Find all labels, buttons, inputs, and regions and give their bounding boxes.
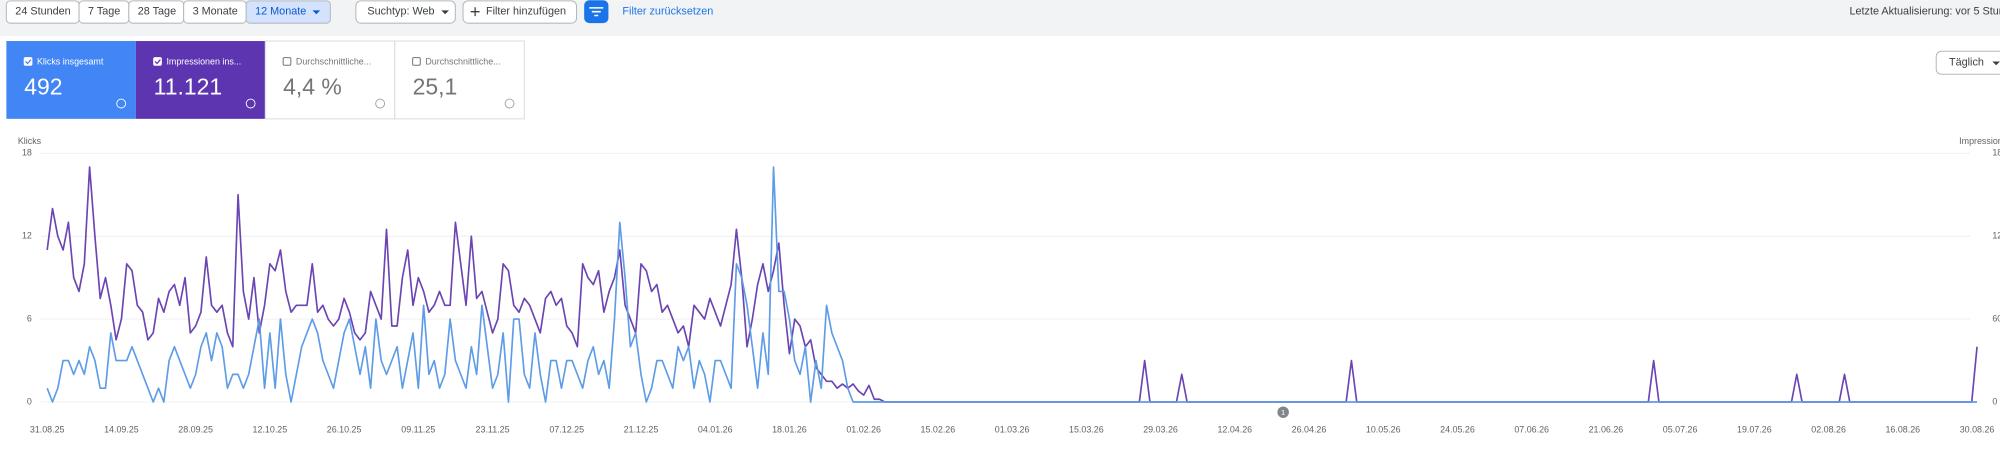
checkbox[interactable] [23, 57, 33, 66]
add-filter-button[interactable] [462, 0, 578, 24]
x-tick-label: 23.11.25 [476, 424, 510, 434]
x-tick-label: 05.07.26 [1663, 424, 1698, 434]
series-line [46, 166, 1978, 403]
y2-tick-label: 120 [1992, 231, 2000, 241]
filter-icon [589, 7, 604, 17]
x-tick-label: 01.03.26 [995, 424, 1030, 434]
x-tick-label: 26.04.26 [1292, 424, 1327, 434]
plus-icon [470, 7, 480, 17]
metric-value: 11.121 [154, 73, 222, 99]
metric-label: Impressionen ins... [166, 56, 241, 66]
annotation-marker[interactable] [1277, 406, 1289, 418]
x-tick-label: 19.07.26 [1737, 424, 1772, 434]
checkmark [25, 59, 32, 65]
y-tick-label: 0 [27, 396, 32, 406]
metric-card[interactable] [394, 40, 525, 120]
x-tick-label: 07.12.25 [549, 424, 584, 434]
x-tick-label: 18.01.26 [772, 424, 807, 434]
x-tick-label: 21.06.26 [1589, 424, 1624, 434]
add-filter-label[interactable]: Filter hinzufügen [486, 6, 566, 18]
checkmark [154, 59, 161, 65]
metric-label: Durchschnittliche... [296, 56, 371, 66]
metric-card[interactable] [6, 41, 136, 119]
y2-axis-title: Impressionen [1959, 136, 2000, 146]
series-line [46, 166, 1978, 403]
x-tick-label: 09.11.25 [401, 424, 435, 434]
y-tick-label: 18 [22, 148, 32, 158]
help-icon[interactable] [245, 98, 256, 109]
y-axis-title: Klicks [18, 136, 42, 146]
x-tick-label: 10.05.26 [1366, 424, 1401, 434]
range-label[interactable]: 24 Stunden [15, 6, 70, 18]
metric-value: 25,1 [413, 73, 458, 99]
toolbar-background [0, 0, 2000, 36]
checkbox[interactable] [412, 57, 421, 66]
dropdown-arrow [312, 10, 321, 15]
x-tick-label: 04.01.26 [698, 424, 733, 434]
x-tick-label: 28.09.25 [178, 424, 213, 434]
dropdown-arrow [441, 10, 449, 15]
range-label[interactable]: 7 Tage [88, 6, 120, 18]
x-tick-label: 14.09.25 [104, 424, 139, 434]
granularity-label[interactable]: Täglich [1949, 57, 1984, 69]
range-button[interactable] [245, 0, 331, 24]
search-type-button[interactable] [355, 0, 456, 24]
x-tick-label: 12.10.25 [253, 424, 288, 434]
help-icon[interactable] [375, 98, 386, 109]
checkbox[interactable] [282, 57, 292, 66]
x-tick-label: 02.08.26 [1811, 424, 1846, 434]
checkbox[interactable] [153, 57, 162, 66]
dropdown-arrow [1992, 61, 2000, 66]
help-icon[interactable] [504, 98, 515, 109]
x-tick-label: 16.08.26 [1885, 424, 1920, 434]
x-tick-label: 26.10.25 [327, 424, 362, 434]
granularity-button[interactable] [1935, 50, 2000, 75]
x-tick-label: 30.08.26 [1960, 424, 1995, 434]
search-type-label[interactable]: Suchtyp: Web [367, 6, 434, 18]
x-tick-label: 07.06.26 [1514, 424, 1549, 434]
annotation-label[interactable]: 1 [1281, 408, 1285, 417]
x-tick-label: 29.03.26 [1143, 424, 1178, 434]
metric-label: Klicks insgesamt [37, 56, 104, 66]
y2-tick-label: 0 [1992, 396, 1997, 406]
x-tick-label: 15.03.26 [1069, 424, 1104, 434]
metric-label: Durchschnittliche... [425, 56, 500, 66]
y-tick-label: 12 [22, 231, 32, 241]
x-tick-label: 01.02.26 [846, 424, 881, 434]
metric-value: 4,4 % [283, 73, 342, 99]
range-label[interactable]: 3 Monate [193, 6, 238, 18]
x-tick-label: 21.12.25 [624, 424, 659, 434]
range-label[interactable]: 12 Monate [255, 6, 306, 18]
last-update: Letzte Aktualisierung: vor 5 Stunden [1849, 6, 2000, 18]
metric-card[interactable] [135, 41, 266, 119]
help-icon[interactable] [116, 98, 127, 109]
x-tick-label: 31.08.25 [30, 424, 65, 434]
x-tick-label: 15.02.26 [921, 424, 956, 434]
x-tick-label: 24.05.26 [1440, 424, 1475, 434]
y-tick-label: 6 [27, 313, 32, 323]
y2-tick-label: 180 [1992, 148, 2000, 158]
x-tick-label: 12.04.26 [1217, 424, 1252, 434]
reset-filter-link[interactable]: Filter zurücksetzen [622, 6, 713, 18]
y2-tick-label: 60 [1992, 313, 2000, 323]
metric-value: 492 [24, 73, 62, 99]
range-label[interactable]: 28 Tage [138, 6, 176, 18]
